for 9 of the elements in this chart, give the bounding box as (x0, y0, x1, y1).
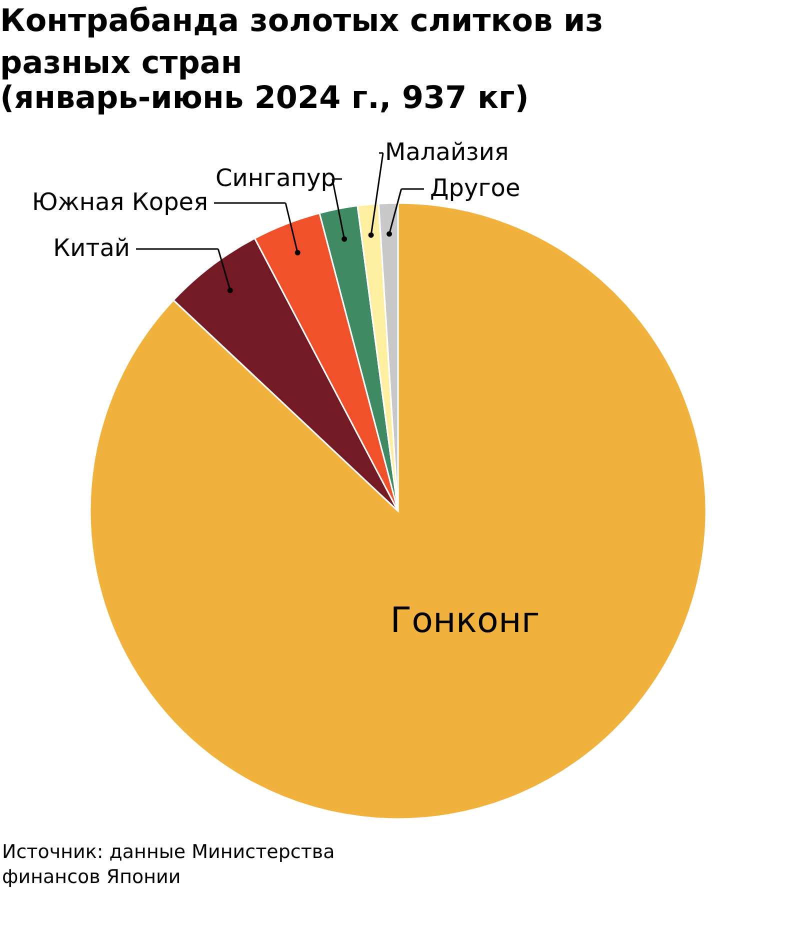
slice-label: Сингапур (216, 164, 336, 192)
slice-label: Южная Корея (32, 188, 208, 216)
slice-label: Гонконг (390, 601, 540, 641)
slice-label: Другое (430, 174, 520, 202)
chart-title: Контрабанда золотых слитков из разных стран (0, 3, 604, 81)
chart-subtitle: (январь-июнь 2024 г., 937 кг) (0, 80, 529, 116)
slice-label: Китай (53, 234, 130, 262)
text: Источник: данные Министерства финансов Японии (2, 841, 335, 888)
slice-label: Малайзия (385, 138, 509, 166)
